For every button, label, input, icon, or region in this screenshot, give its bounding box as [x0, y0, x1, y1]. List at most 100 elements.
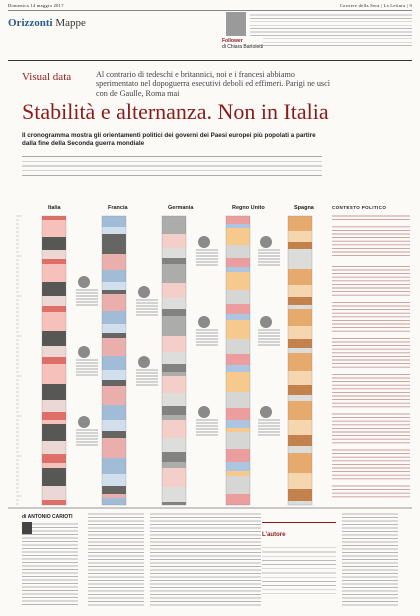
government-band	[226, 471, 250, 476]
government-band	[102, 234, 126, 254]
government-band	[162, 352, 186, 364]
portrait	[138, 286, 150, 298]
government-band	[42, 420, 66, 424]
government-band	[42, 346, 66, 357]
subtitle: Il cronogramma mostra gli orientamenti p…	[22, 132, 316, 147]
government-band	[42, 468, 66, 486]
government-band	[42, 296, 66, 306]
government-band	[42, 312, 66, 331]
government-band	[102, 270, 126, 282]
government-band	[288, 242, 312, 249]
government-band	[102, 420, 126, 431]
government-band	[42, 216, 66, 220]
government-band	[102, 494, 126, 498]
portrait	[260, 236, 272, 248]
portrait	[198, 236, 210, 248]
government-band	[42, 400, 66, 412]
government-band	[42, 441, 66, 454]
deck: Al contrario di tedeschi e britannici, n…	[96, 70, 331, 98]
government-band	[288, 353, 312, 371]
government-band	[162, 487, 186, 502]
government-band	[288, 395, 312, 401]
government-band	[288, 285, 312, 297]
portrait	[78, 416, 90, 428]
government-band	[288, 339, 312, 348]
portrait	[138, 356, 150, 368]
government-band	[226, 372, 250, 392]
government-band	[226, 314, 250, 320]
government-band	[102, 498, 126, 505]
government-band	[288, 297, 312, 305]
country-label: Spagna	[294, 205, 314, 211]
government-band	[162, 462, 186, 468]
government-band	[162, 452, 186, 462]
government-band	[288, 435, 312, 446]
photo	[226, 12, 246, 36]
government-band	[162, 406, 186, 415]
government-band	[102, 254, 126, 270]
portrait	[260, 406, 272, 418]
government-band	[162, 420, 186, 438]
government-band	[102, 386, 126, 405]
government-band	[288, 326, 312, 339]
government-band	[226, 272, 250, 290]
government-band	[288, 401, 312, 420]
government-band	[288, 489, 312, 501]
government-band	[42, 364, 66, 384]
government-band	[226, 339, 250, 354]
portrait	[198, 406, 210, 418]
government-band	[226, 392, 250, 408]
government-band	[288, 249, 312, 269]
government-band	[226, 228, 250, 245]
government-band	[162, 264, 186, 283]
author-text	[262, 544, 336, 594]
country-label: Germania	[168, 205, 194, 211]
government-band	[42, 412, 66, 420]
government-band	[162, 393, 186, 406]
government-band	[102, 370, 126, 380]
government-band	[42, 237, 66, 250]
column-text	[250, 12, 412, 48]
government-band	[226, 476, 250, 494]
kicker: Visual data	[22, 71, 72, 83]
government-band	[162, 258, 186, 264]
government-band	[42, 259, 66, 264]
portrait	[260, 316, 272, 328]
column-frame	[101, 215, 127, 506]
government-band	[226, 304, 250, 314]
government-band	[162, 248, 186, 258]
government-band	[226, 267, 250, 272]
government-band	[288, 473, 312, 489]
portrait	[78, 276, 90, 288]
context-title: CONTESTO POLITICO	[332, 205, 387, 210]
government-band	[226, 408, 250, 420]
government-band	[102, 431, 126, 438]
government-band	[162, 316, 186, 336]
country-label: Francia	[108, 205, 128, 211]
government-band	[162, 234, 186, 248]
government-band	[226, 354, 250, 365]
government-band	[288, 453, 312, 473]
government-band	[288, 231, 312, 242]
column-frame	[287, 215, 313, 506]
government-band	[288, 216, 312, 231]
government-band	[162, 283, 186, 298]
government-band	[226, 258, 250, 267]
government-band	[42, 463, 66, 468]
government-band	[288, 305, 312, 309]
government-band	[42, 331, 66, 346]
government-band	[162, 372, 186, 376]
section-name: Orizzonti	[8, 17, 53, 29]
government-band	[288, 385, 312, 395]
government-band	[102, 338, 126, 356]
section: Orizzonti Mappe	[8, 17, 86, 29]
title: Stabilità e alternanza. Non in Italia	[22, 99, 329, 124]
government-band	[162, 216, 186, 234]
government-band	[42, 282, 66, 296]
government-band	[42, 454, 66, 463]
government-band	[102, 282, 126, 290]
country-label: Italia	[48, 205, 61, 211]
government-band	[102, 438, 126, 458]
government-band	[102, 356, 126, 370]
government-band	[42, 250, 66, 259]
